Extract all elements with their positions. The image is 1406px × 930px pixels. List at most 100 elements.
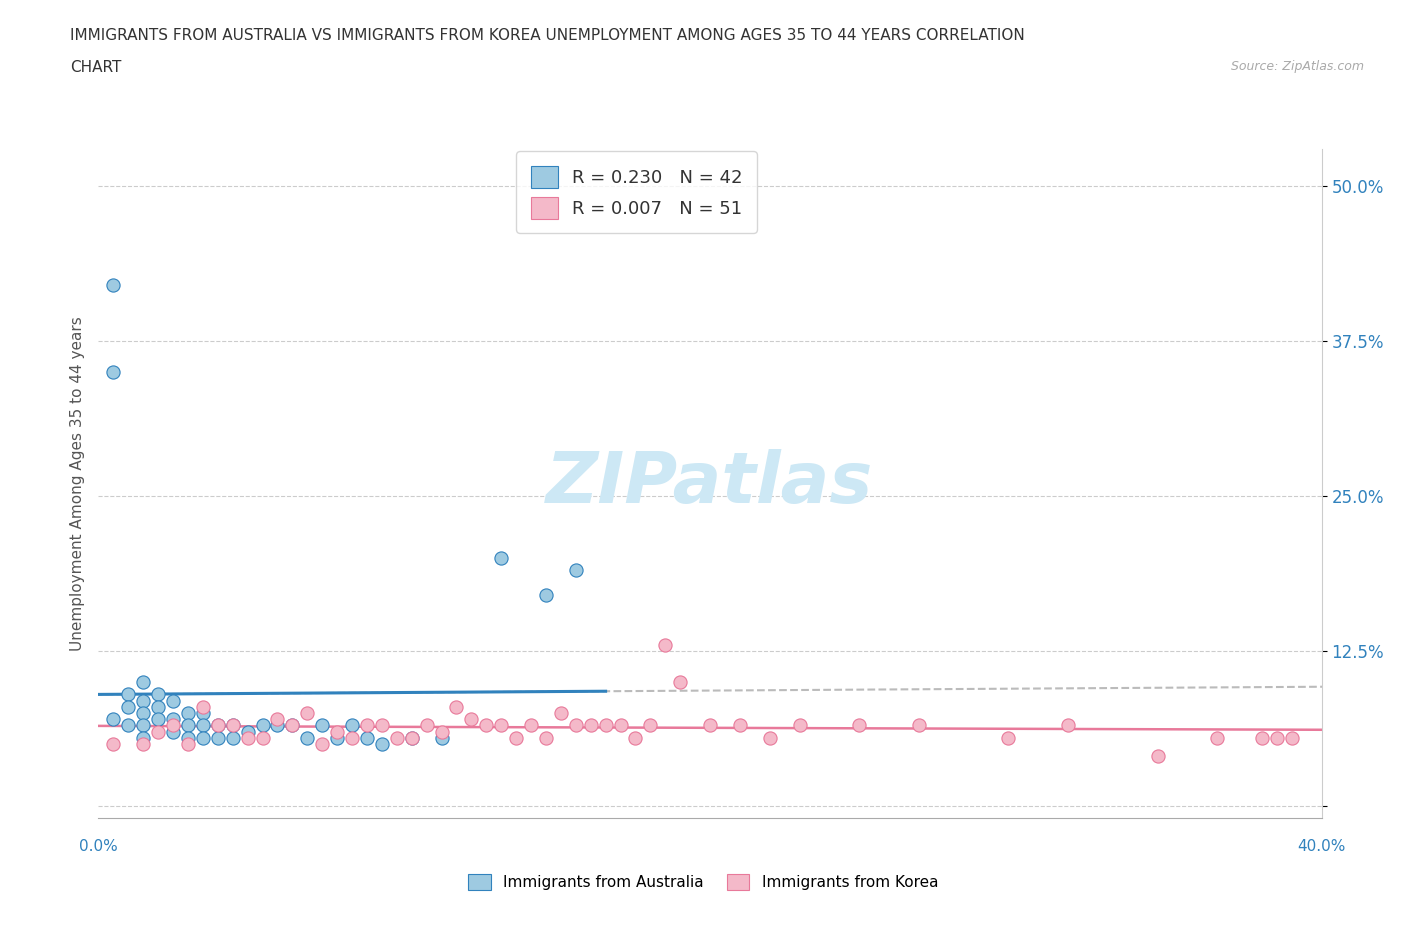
Point <box>534 588 557 603</box>
Point <box>162 693 184 708</box>
Text: CHART: CHART <box>70 60 122 75</box>
Point <box>475 718 498 733</box>
Point <box>550 706 572 721</box>
Point <box>281 718 304 733</box>
Legend: R = 0.230   N = 42, R = 0.007   N = 51: R = 0.230 N = 42, R = 0.007 N = 51 <box>516 152 756 233</box>
Point <box>177 718 200 733</box>
Point <box>132 693 155 708</box>
Point <box>1057 718 1080 733</box>
Point <box>221 730 243 745</box>
Text: Source: ZipAtlas.com: Source: ZipAtlas.com <box>1230 60 1364 73</box>
Point <box>281 718 304 733</box>
Point <box>311 737 333 751</box>
Point <box>297 706 319 721</box>
Point <box>146 711 169 726</box>
Point <box>430 730 453 745</box>
Point <box>669 674 692 689</box>
Point <box>908 718 931 733</box>
Point <box>609 718 631 733</box>
Point <box>848 718 870 733</box>
Point <box>252 730 274 745</box>
Point <box>1146 749 1168 764</box>
Point <box>371 737 394 751</box>
Point <box>371 718 394 733</box>
Point <box>460 711 482 726</box>
Point <box>191 699 214 714</box>
Point <box>117 718 139 733</box>
Point <box>177 730 200 745</box>
Point <box>103 365 125 379</box>
Point <box>340 718 363 733</box>
Point <box>266 718 288 733</box>
Point <box>1206 730 1229 745</box>
Point <box>340 730 363 745</box>
Point <box>132 737 155 751</box>
Point <box>446 699 468 714</box>
Point <box>266 711 288 726</box>
Point <box>177 706 200 721</box>
Point <box>162 711 184 726</box>
Point <box>311 718 333 733</box>
Point <box>207 718 229 733</box>
Legend: Immigrants from Australia, Immigrants from Korea: Immigrants from Australia, Immigrants fr… <box>461 868 945 897</box>
Point <box>252 718 274 733</box>
Point <box>1281 730 1303 745</box>
Point <box>640 718 662 733</box>
Point <box>356 730 378 745</box>
Point <box>221 718 243 733</box>
Point <box>565 718 588 733</box>
Point <box>1265 730 1288 745</box>
Point <box>132 674 155 689</box>
Point <box>430 724 453 739</box>
Text: IMMIGRANTS FROM AUSTRALIA VS IMMIGRANTS FROM KOREA UNEMPLOYMENT AMONG AGES 35 TO: IMMIGRANTS FROM AUSTRALIA VS IMMIGRANTS … <box>70 28 1025 43</box>
Point <box>297 730 319 745</box>
Point <box>207 718 229 733</box>
Point <box>1251 730 1274 745</box>
Point <box>207 730 229 745</box>
Point <box>534 730 557 745</box>
Point <box>177 737 200 751</box>
Point <box>789 718 811 733</box>
Point <box>489 551 512 565</box>
Point <box>146 699 169 714</box>
Point <box>146 687 169 702</box>
Y-axis label: Unemployment Among Ages 35 to 44 years: Unemployment Among Ages 35 to 44 years <box>69 316 84 651</box>
Point <box>385 730 408 745</box>
Point <box>162 718 184 733</box>
Point <box>579 718 602 733</box>
Point <box>132 718 155 733</box>
Point <box>117 699 139 714</box>
Point <box>103 711 125 726</box>
Point <box>103 278 125 293</box>
Point <box>401 730 423 745</box>
Point <box>728 718 751 733</box>
Point <box>520 718 543 733</box>
Point <box>624 730 647 745</box>
Point <box>236 730 259 745</box>
Point <box>699 718 721 733</box>
Text: 40.0%: 40.0% <box>1298 839 1346 854</box>
Point <box>997 730 1019 745</box>
Point <box>401 730 423 745</box>
Point <box>132 706 155 721</box>
Point <box>221 718 243 733</box>
Point <box>191 718 214 733</box>
Point <box>415 718 437 733</box>
Point <box>356 718 378 733</box>
Point <box>505 730 527 745</box>
Point <box>117 687 139 702</box>
Point <box>565 563 588 578</box>
Point <box>595 718 617 733</box>
Point <box>162 724 184 739</box>
Point <box>132 730 155 745</box>
Point <box>146 724 169 739</box>
Point <box>191 730 214 745</box>
Point <box>103 737 125 751</box>
Point <box>758 730 780 745</box>
Text: ZIPatlas: ZIPatlas <box>547 449 873 518</box>
Point <box>326 730 349 745</box>
Point <box>654 637 676 652</box>
Point <box>326 724 349 739</box>
Text: 0.0%: 0.0% <box>79 839 118 854</box>
Point <box>191 706 214 721</box>
